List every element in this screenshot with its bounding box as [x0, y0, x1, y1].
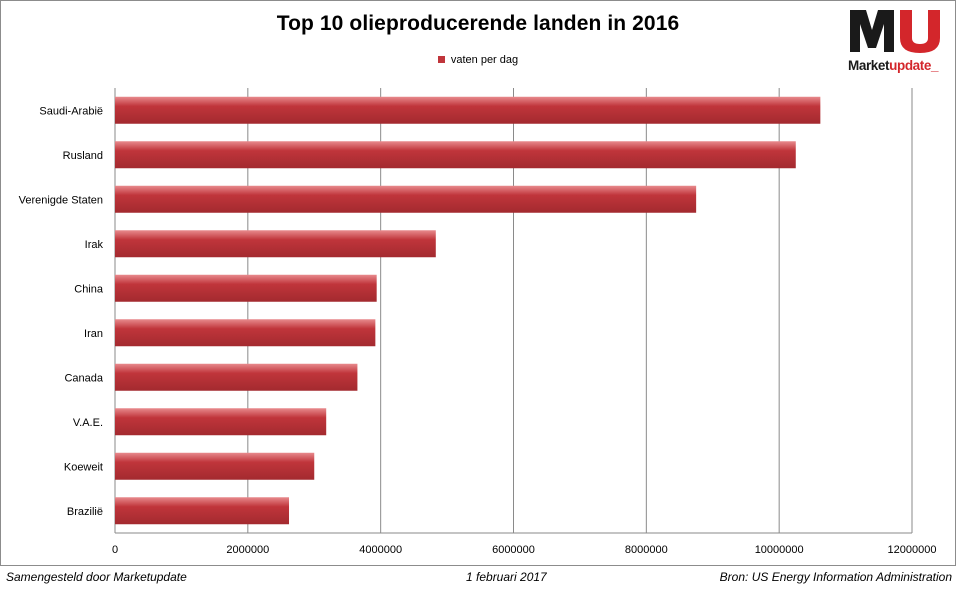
- bar: [115, 96, 821, 124]
- category-label: Koeweit: [64, 461, 103, 473]
- bar: [115, 452, 315, 480]
- x-tick-label: 6000000: [492, 544, 535, 556]
- bar: [115, 497, 290, 525]
- footer-source: Bron: US Energy Information Administrati…: [719, 570, 952, 584]
- category-label: Brazilië: [67, 506, 103, 518]
- footer-credit: Samengesteld door Marketupdate: [6, 570, 187, 584]
- bar: [115, 363, 358, 391]
- bars: [115, 96, 821, 525]
- footer-date: 1 februari 2017: [466, 570, 547, 584]
- logo-word-red: update_: [889, 58, 939, 73]
- category-labels: Saudi-Arabië Rusland Verenigde Staten Irak C…: [19, 105, 104, 518]
- x-tick-label: 0: [112, 544, 118, 556]
- chart-title: Top 10 olieproducerende landen in 2016: [276, 12, 680, 35]
- legend: vaten per dag: [0, 53, 956, 67]
- marketupdate-logo: MU Marketupdate_: [848, 8, 950, 76]
- bar: [115, 274, 377, 302]
- bar: [115, 408, 327, 436]
- logo-word-dark: Market: [848, 58, 890, 73]
- x-tick-labels: 0 2000000 4000000 6000000 8000000 10000000 120…: [112, 544, 937, 556]
- x-tick-label: 12000000: [888, 544, 937, 556]
- category-label: Saudi-Arabië: [39, 105, 103, 117]
- category-label: Canada: [64, 372, 103, 384]
- bar: [115, 230, 436, 258]
- x-tick-label: 4000000: [359, 544, 402, 556]
- legend-label: vaten per dag: [450, 54, 519, 66]
- x-tick-label: 8000000: [625, 544, 668, 556]
- x-tick-label: 10000000: [755, 544, 804, 556]
- category-label: Irak: [85, 239, 104, 251]
- category-label: V.A.E.: [73, 417, 103, 429]
- x-tick-label: 2000000: [226, 544, 269, 556]
- legend-swatch: [437, 56, 445, 63]
- bar: [115, 185, 697, 213]
- category-label: China: [74, 283, 104, 295]
- category-label: Rusland: [63, 150, 103, 162]
- bar: [115, 319, 376, 347]
- category-label: Iran: [84, 328, 103, 340]
- logo-wordmark: Marketupdate_: [848, 58, 938, 73]
- logo-mark: MU: [850, 10, 940, 53]
- bar: [115, 141, 796, 169]
- category-label: Verenigde Staten: [19, 194, 103, 206]
